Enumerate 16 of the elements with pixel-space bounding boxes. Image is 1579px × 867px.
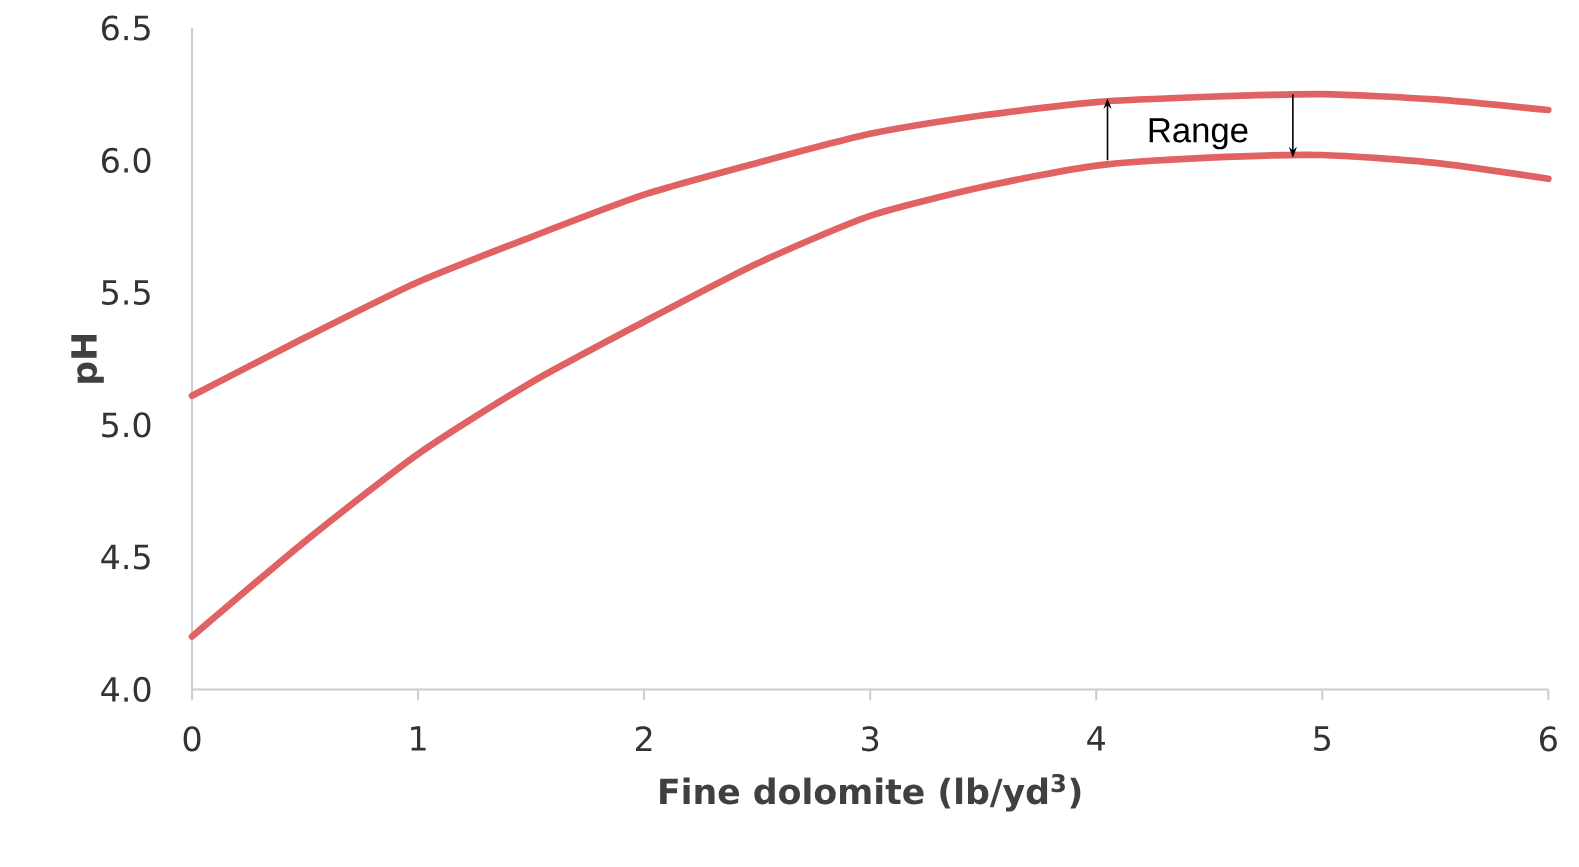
annotation: Range <box>1149 118 1248 150</box>
y-tick-label: 5.5 <box>102 280 150 306</box>
x-tick-label: 3 <box>862 726 879 752</box>
y-axis-title: pH <box>71 335 104 383</box>
x-tick-label: 6 <box>1540 726 1557 752</box>
x-tick-label: 4 <box>1087 726 1105 751</box>
x-tick-label: 2 <box>635 726 652 752</box>
x-tick-label: 0 <box>183 726 201 752</box>
x-tick-label: 5 <box>1314 726 1330 752</box>
x-axis-title: Fine dolomite (lb/yd$^{3}$) <box>660 773 1081 812</box>
y-tick-label: 6.5 <box>101 15 150 41</box>
y-tick-label: 6.0 <box>101 147 151 173</box>
y-tick-label: 4.5 <box>101 544 150 570</box>
y-tick-label: 4.0 <box>101 676 151 703</box>
x-tick-label: 1 <box>411 726 426 751</box>
y-tick-label: 5.0 <box>102 412 151 438</box>
